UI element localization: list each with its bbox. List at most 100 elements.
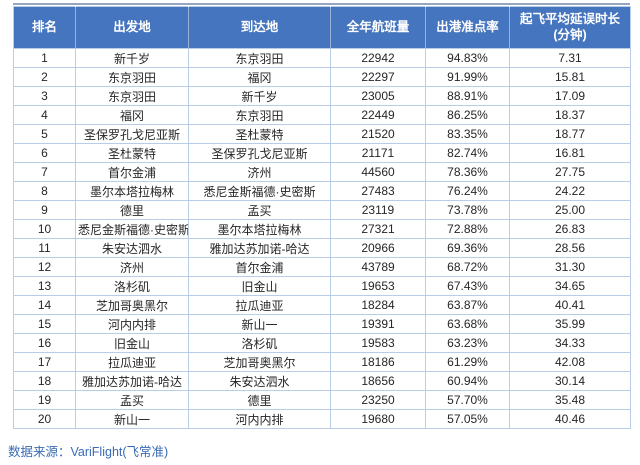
cell-avg-delay: 18.77 <box>509 124 631 145</box>
cell-rank: 20 <box>13 409 76 430</box>
table-body: 1 新千岁 东京羽田 22942 94.83% 7.31 2 东京羽田 福冈 22297 91.99… <box>13 48 631 430</box>
cell-rank: 6 <box>13 143 76 164</box>
header-arrival: 到达地 <box>188 6 331 50</box>
cell-annual-flights: 22449 <box>330 105 426 126</box>
cell-rank: 16 <box>13 333 76 354</box>
header-departure: 出发地 <box>75 6 189 50</box>
cell-arrival: 新千岁 <box>188 86 331 107</box>
cell-arrival: 圣保罗孔戈尼亚斯 <box>188 143 331 164</box>
table-row: 16 旧金山 洛杉矶 19583 63.23% 34.33 <box>13 333 631 354</box>
cell-arrival: 悉尼金斯福德·史密斯 <box>188 181 331 202</box>
table-row: 4 福冈 东京羽田 22449 86.25% 18.37 <box>13 105 631 126</box>
data-source-note: 数据来源：VariFlight(飞常准) <box>8 445 169 459</box>
cell-departure: 东京羽田 <box>75 86 189 107</box>
cell-arrival: 德里 <box>188 390 331 411</box>
cell-departure: 雅加达苏加诺-哈达 <box>75 371 189 392</box>
cell-annual-flights: 43789 <box>330 257 426 278</box>
cell-ontime-rate: 91.99% <box>425 67 510 88</box>
header-avg-delay: 起飞平均延误时长 (分钟) <box>509 6 631 50</box>
cell-annual-flights: 27321 <box>330 219 426 240</box>
table-row: 9 德里 孟买 23119 73.78% 25.00 <box>13 200 631 221</box>
table-row: 5 圣保罗孔戈尼亚斯 圣杜蒙特 21520 83.35% 18.77 <box>13 124 631 145</box>
header-rank: 排名 <box>13 6 76 50</box>
table-row: 12 济州 首尔金浦 43789 68.72% 31.30 <box>13 257 631 278</box>
cell-arrival: 圣杜蒙特 <box>188 124 331 145</box>
cell-arrival: 拉瓜迪亚 <box>188 295 331 316</box>
cell-arrival: 旧金山 <box>188 276 331 297</box>
cell-avg-delay: 26.83 <box>509 219 631 240</box>
cell-avg-delay: 24.22 <box>509 181 631 202</box>
cell-departure: 济州 <box>75 257 189 278</box>
cell-annual-flights: 23119 <box>330 200 426 221</box>
cell-avg-delay: 40.41 <box>509 295 631 316</box>
cell-ontime-rate: 72.88% <box>425 219 510 240</box>
cell-departure: 首尔金浦 <box>75 162 189 183</box>
cell-arrival: 孟买 <box>188 200 331 221</box>
cell-departure: 墨尔本塔拉梅林 <box>75 181 189 202</box>
cell-annual-flights: 18656 <box>330 371 426 392</box>
cell-avg-delay: 16.81 <box>509 143 631 164</box>
cell-rank: 5 <box>13 124 76 145</box>
cell-rank: 13 <box>13 276 76 297</box>
cell-arrival: 雅加达苏加诺-哈达 <box>188 238 331 259</box>
cell-arrival: 洛杉矶 <box>188 333 331 354</box>
cell-annual-flights: 19583 <box>330 333 426 354</box>
cell-rank: 9 <box>13 200 76 221</box>
cell-ontime-rate: 83.35% <box>425 124 510 145</box>
table-row: 18 雅加达苏加诺-哈达 朱安达泗水 18656 60.94% 30.14 <box>13 371 631 392</box>
cell-departure: 孟买 <box>75 390 189 411</box>
cell-annual-flights: 19680 <box>330 409 426 430</box>
cell-annual-flights: 23005 <box>330 86 426 107</box>
cell-departure: 芝加哥奥黑尔 <box>75 295 189 316</box>
cell-ontime-rate: 60.94% <box>425 371 510 392</box>
cell-annual-flights: 44560 <box>330 162 426 183</box>
cell-ontime-rate: 88.91% <box>425 86 510 107</box>
cell-ontime-rate: 73.78% <box>425 200 510 221</box>
header-annual-flights: 全年航班量 <box>330 6 426 50</box>
table-row: 8 墨尔本塔拉梅林 悉尼金斯福德·史密斯 27483 76.24% 24.22 <box>13 181 631 202</box>
cell-departure: 悉尼金斯福德·史密斯 <box>75 219 189 240</box>
table-header: 排名 出发地 到达地 全年航班量 出港准点率 起飞平均延误时长 (分钟) <box>13 6 631 50</box>
cell-departure: 新山一 <box>75 409 189 430</box>
cell-rank: 10 <box>13 219 76 240</box>
cell-annual-flights: 23250 <box>330 390 426 411</box>
table-container: 排名 出发地 到达地 全年航班量 出港准点率 起飞平均延误时长 (分钟) 1 新千… <box>13 3 631 430</box>
cell-avg-delay: 25.00 <box>509 200 631 221</box>
cell-avg-delay: 40.46 <box>509 409 631 430</box>
table-row: 3 东京羽田 新千岁 23005 88.91% 17.09 <box>13 86 631 107</box>
table-row: 6 圣杜蒙特 圣保罗孔戈尼亚斯 21171 82.74% 16.81 <box>13 143 631 164</box>
cell-departure: 旧金山 <box>75 333 189 354</box>
cell-avg-delay: 34.33 <box>509 333 631 354</box>
cell-annual-flights: 22297 <box>330 67 426 88</box>
cell-arrival: 东京羽田 <box>188 48 331 69</box>
cell-avg-delay: 7.31 <box>509 48 631 69</box>
cell-rank: 1 <box>13 48 76 69</box>
cell-avg-delay: 35.48 <box>509 390 631 411</box>
cell-arrival: 济州 <box>188 162 331 183</box>
cell-avg-delay: 15.81 <box>509 67 631 88</box>
cell-rank: 8 <box>13 181 76 202</box>
cell-ontime-rate: 57.05% <box>425 409 510 430</box>
cell-ontime-rate: 67.43% <box>425 276 510 297</box>
cell-avg-delay: 31.30 <box>509 257 631 278</box>
cell-rank: 12 <box>13 257 76 278</box>
header-row: 排名 出发地 到达地 全年航班量 出港准点率 起飞平均延误时长 (分钟) <box>13 6 631 50</box>
cell-avg-delay: 28.56 <box>509 238 631 259</box>
cell-avg-delay: 18.37 <box>509 105 631 126</box>
cell-ontime-rate: 57.70% <box>425 390 510 411</box>
cell-rank: 11 <box>13 238 76 259</box>
cell-ontime-rate: 68.72% <box>425 257 510 278</box>
cell-ontime-rate: 61.29% <box>425 352 510 373</box>
cell-avg-delay: 34.65 <box>509 276 631 297</box>
table-row: 7 首尔金浦 济州 44560 78.36% 27.75 <box>13 162 631 183</box>
flight-punctuality-table: 排名 出发地 到达地 全年航班量 出港准点率 起飞平均延误时长 (分钟) 1 新千… <box>13 6 631 430</box>
cell-rank: 3 <box>13 86 76 107</box>
cell-departure: 新千岁 <box>75 48 189 69</box>
table-row: 19 孟买 德里 23250 57.70% 35.48 <box>13 390 631 411</box>
cell-departure: 洛杉矶 <box>75 276 189 297</box>
cell-ontime-rate: 63.23% <box>425 333 510 354</box>
cell-annual-flights: 22942 <box>330 48 426 69</box>
table-row: 10 悉尼金斯福德·史密斯 墨尔本塔拉梅林 27321 72.88% 26.83 <box>13 219 631 240</box>
cell-arrival: 河内内排 <box>188 409 331 430</box>
